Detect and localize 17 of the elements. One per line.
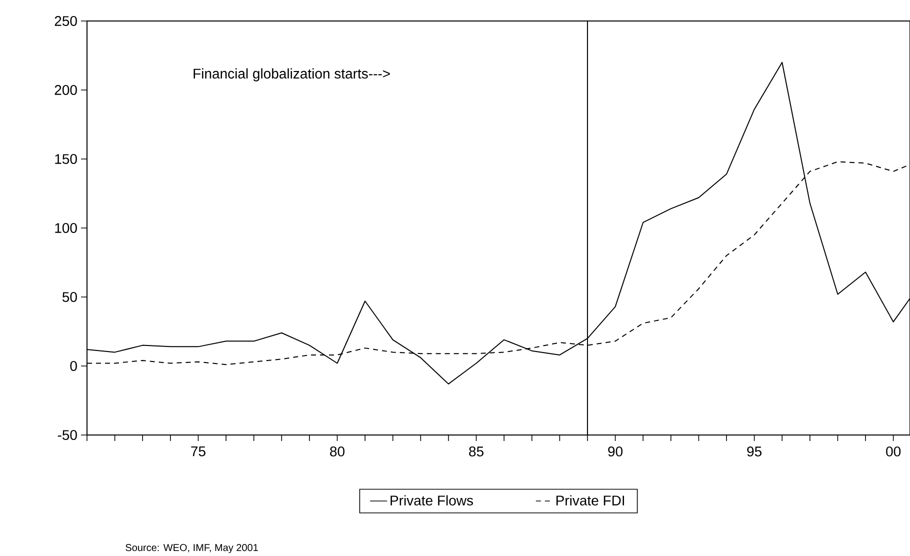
x-tick-label: 85 (469, 446, 484, 456)
y-tick-label: 50 (62, 292, 77, 302)
x-tick-label: 90 (608, 446, 623, 456)
x-tick-label: 80 (330, 446, 344, 456)
y-tick-label: 100 (55, 223, 77, 233)
x-tick-label: 75 (191, 446, 206, 456)
x-tick-label: 00 (886, 446, 901, 456)
y-tick-label: -50 (58, 430, 77, 440)
source-note: Source: WEO, IMF, May 2001 (126, 544, 258, 554)
y-tick-label: 0 (70, 361, 77, 371)
legend-label: Private Flows (390, 495, 473, 506)
legend-label: Private FDI (556, 495, 624, 506)
y-tick-label: 150 (55, 154, 77, 164)
annotation: Financial globalization starts---> (194, 68, 390, 82)
x-tick-label: 95 (747, 446, 762, 456)
y-tick-label: 200 (54, 85, 77, 95)
y-tick-label: 250 (54, 16, 77, 26)
